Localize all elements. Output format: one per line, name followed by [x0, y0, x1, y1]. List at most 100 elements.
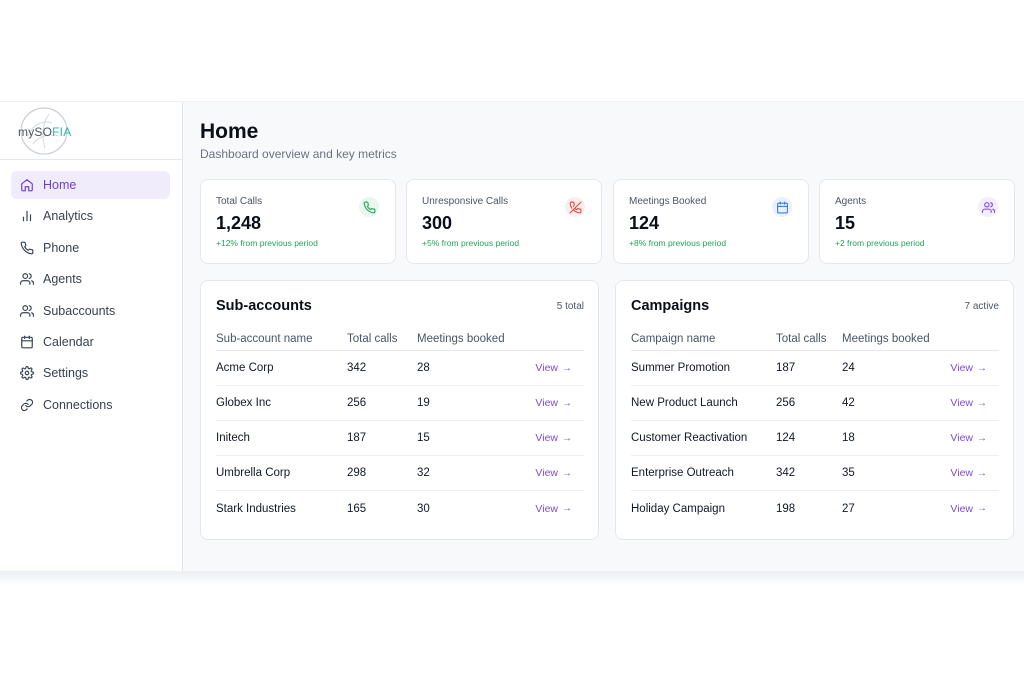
- sidebar-item-analytics[interactable]: Analytics: [11, 202, 170, 230]
- view-label: View: [950, 432, 973, 444]
- sidebar-item-label: Settings: [43, 366, 89, 381]
- logo-area: mySOFIA: [0, 102, 182, 160]
- row-calls: 124: [776, 432, 796, 444]
- metric-label: Unresponsive Calls: [422, 196, 509, 207]
- home-icon: [21, 179, 33, 192]
- metric-value: 1,248: [216, 213, 262, 233]
- metric-value: 300: [422, 213, 453, 233]
- row-name: Globex Inc: [216, 397, 271, 409]
- row-meetings: 18: [842, 432, 855, 444]
- view-button[interactable]: View →: [535, 362, 572, 374]
- campaigns-panel: Campaigns 7 active Campaign name Total c…: [615, 280, 1014, 540]
- sidebar-item-settings[interactable]: Settings: [11, 359, 170, 387]
- arrow-right-icon: →: [562, 503, 572, 514]
- logo[interactable]: mySOFIA: [18, 125, 71, 139]
- arrow-right-icon: →: [562, 467, 572, 479]
- view-button[interactable]: View →: [950, 397, 987, 409]
- row-calls: 298: [347, 467, 367, 479]
- users-icon: [20, 304, 34, 317]
- view-button[interactable]: View →: [950, 432, 987, 444]
- row-calls: 256: [776, 397, 796, 409]
- row-name: Acme Corp: [216, 362, 274, 374]
- row-name: Enterprise Outreach: [631, 467, 734, 479]
- table-row: Umbrella Corp 298 32 View →: [216, 456, 584, 491]
- metric-card-unresponsive-calls: Unresponsive Calls 300 +5% from previous…: [406, 179, 602, 264]
- sidebar-item-phone[interactable]: Phone: [11, 234, 170, 262]
- calendar-icon: [21, 335, 33, 349]
- sidebar-item-calendar[interactable]: Calendar: [11, 328, 170, 356]
- metric-label: Total Calls: [216, 196, 263, 207]
- sidebar-item-home[interactable]: Home: [11, 171, 170, 199]
- view-label: View: [535, 362, 558, 374]
- view-button[interactable]: View →: [535, 397, 572, 409]
- sidebar-item-agents[interactable]: Agents: [11, 265, 170, 293]
- metric-card-total-calls: Total Calls 1,248 +12% from previous per…: [200, 179, 396, 264]
- users-icon: [20, 273, 34, 286]
- row-calls: 342: [776, 467, 796, 479]
- column-header: Sub-account name: [216, 333, 313, 345]
- metric-value: 15: [835, 213, 856, 233]
- row-meetings: 42: [842, 397, 855, 409]
- row-name: Holiday Campaign: [631, 502, 725, 515]
- panel-title: Sub-accounts: [216, 298, 312, 314]
- view-label: View: [950, 467, 973, 479]
- row-calls: 256: [347, 397, 367, 409]
- app-window: mySOFIA Home Analytics Phone Agents: [0, 101, 1024, 577]
- view-button[interactable]: View →: [535, 467, 572, 479]
- row-name: Summer Promotion: [631, 362, 731, 374]
- panel-count: 7 active: [964, 301, 999, 312]
- row-calls: 342: [347, 362, 367, 374]
- row-meetings: 28: [417, 362, 430, 374]
- row-name: Stark Industries: [216, 502, 296, 515]
- table-row: New Product Launch 256 42 View →: [631, 386, 999, 421]
- panel-title: Campaigns: [631, 298, 710, 314]
- column-header: Meetings booked: [842, 333, 930, 345]
- sidebar-item-label: Connections: [43, 397, 113, 412]
- view-button[interactable]: View →: [950, 503, 987, 515]
- logo-accent: FIA: [52, 125, 72, 139]
- sidebar-item-label: Subaccounts: [43, 303, 116, 318]
- campaigns-table: Campaign name Total calls Meetings booke…: [631, 328, 999, 526]
- subaccounts-panel: Sub-accounts 5 total Sub-account name To…: [200, 280, 599, 540]
- link-icon: [20, 398, 34, 411]
- metric-change: +12% from previous period: [216, 238, 318, 248]
- row-calls: 198: [776, 502, 796, 515]
- table-row: Enterprise Outreach 342 35 View →: [631, 456, 999, 491]
- row-meetings: 24: [842, 362, 855, 374]
- view-button[interactable]: View →: [535, 503, 572, 515]
- view-label: View: [535, 502, 558, 515]
- view-label: View: [535, 432, 558, 444]
- table-row: Holiday Campaign 198 27 View →: [631, 491, 999, 526]
- view-button[interactable]: View →: [535, 432, 572, 444]
- arrow-right-icon: →: [562, 397, 572, 409]
- row-calls: 187: [347, 432, 367, 444]
- sidebar-nav: Home Analytics Phone Agents Subaccounts …: [0, 160, 182, 419]
- row-meetings: 19: [417, 397, 430, 409]
- column-header: Total calls: [776, 333, 827, 345]
- metric-card-agents: Agents 15 +2 from previous period: [819, 179, 1015, 264]
- view-button[interactable]: View →: [950, 362, 987, 374]
- users-icon: [978, 197, 998, 217]
- table-row: Globex Inc 256 19 View →: [216, 386, 584, 421]
- sidebar-item-label: Phone: [43, 240, 80, 255]
- table-row: Stark Industries 165 30 View →: [216, 491, 584, 526]
- table-row: Initech 187 15 View →: [216, 421, 584, 456]
- table-row: Acme Corp 342 28 View →: [216, 351, 584, 386]
- row-meetings: 27: [842, 502, 855, 515]
- phone-icon: [359, 197, 379, 217]
- row-name: Initech: [216, 432, 250, 444]
- sidebar-item-label: Analytics: [43, 209, 94, 224]
- sidebar-item-subaccounts[interactable]: Subaccounts: [11, 297, 170, 325]
- row-name: Umbrella Corp: [216, 467, 291, 479]
- view-label: View: [950, 502, 973, 515]
- view-button[interactable]: View →: [950, 467, 987, 479]
- sidebar-item-connections[interactable]: Connections: [11, 391, 170, 419]
- arrow-right-icon: →: [977, 397, 987, 409]
- metric-change: +2 from previous period: [835, 238, 925, 248]
- arrow-right-icon: →: [977, 362, 987, 374]
- gear-icon: [20, 366, 34, 381]
- metric-change: +5% from previous period: [422, 238, 520, 248]
- row-meetings: 30: [417, 502, 430, 515]
- page-subtitle: Dashboard overview and key metrics: [200, 147, 397, 161]
- view-label: View: [535, 467, 558, 479]
